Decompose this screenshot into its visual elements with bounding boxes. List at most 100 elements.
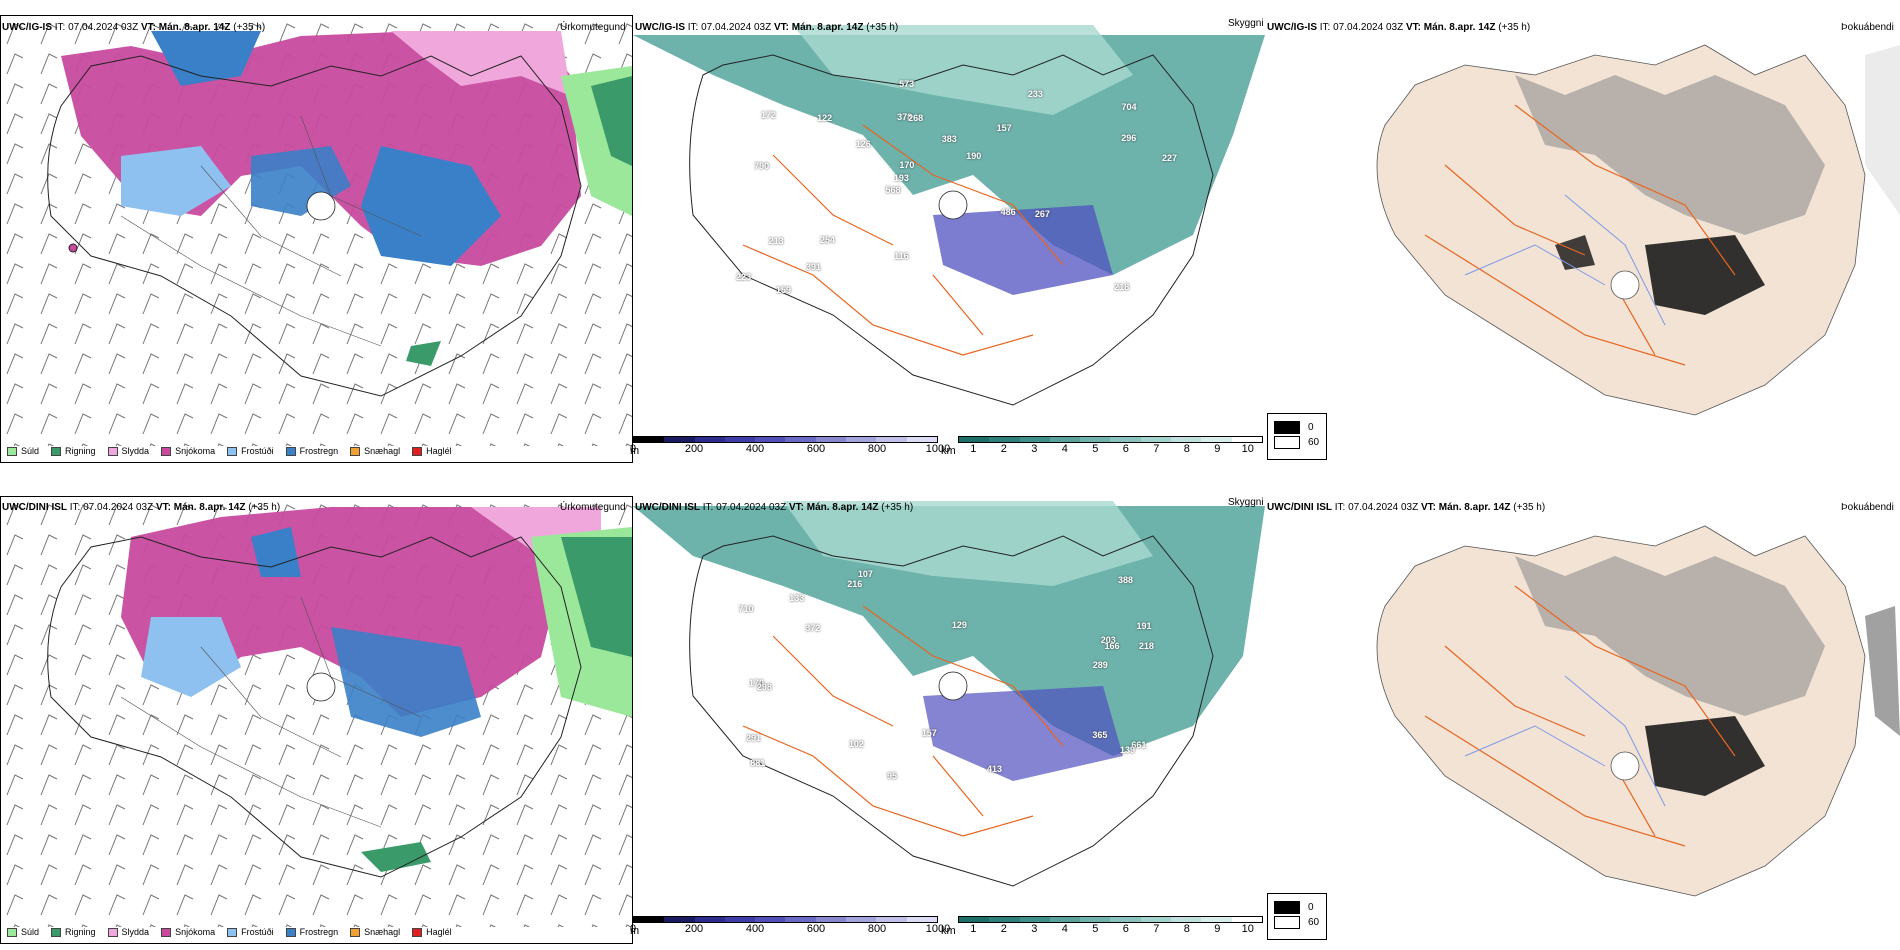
legend-label: Slydda	[121, 446, 150, 456]
legend-swatch	[285, 927, 296, 937]
precip-legend: Súld Rigning Slydda Snjókoma Frostúði Frostre…	[7, 927, 452, 937]
colorbar-tick: 200	[684, 443, 704, 455]
ceiling-value: 159	[775, 285, 791, 296]
panel-fog-dini	[1265, 496, 1900, 916]
legend-item: Frostúði	[227, 927, 274, 937]
colorbar-segment	[815, 437, 847, 442]
legend-item: Slydda	[107, 446, 150, 456]
legend-swatch	[161, 927, 172, 937]
ceiling-value: 413	[987, 764, 1003, 775]
ceiling-value: 568	[885, 185, 901, 196]
legend-item: Rigning	[51, 446, 96, 456]
ceiling-value: 216	[847, 579, 863, 590]
legend-item: Snjókoma	[161, 446, 215, 456]
ceiling-value: 133	[789, 592, 805, 603]
fog-map-igis	[1376, 44, 1900, 416]
ceiling-value: 289	[1092, 660, 1108, 671]
ceiling-value: 203	[1100, 635, 1116, 646]
colorbar-segment	[1049, 917, 1081, 922]
colorbar-tick: 1000	[925, 443, 951, 455]
ceiling-value: 291	[746, 733, 762, 744]
colorbar-tick: 3	[1031, 443, 1038, 455]
legend-swatch	[350, 927, 361, 937]
ceiling-value: 790	[754, 160, 770, 171]
colorbar-segment	[1110, 917, 1141, 922]
colorbar-segment	[846, 437, 877, 442]
legend-label: Snæhagl	[364, 927, 401, 937]
legend-swatch	[227, 927, 238, 937]
colorbar-segment	[846, 917, 877, 922]
legend-swatch	[7, 446, 17, 456]
legend-swatch	[51, 927, 62, 937]
ceiling-value: 102	[848, 738, 864, 749]
legend-swatch	[107, 446, 118, 456]
legend-item: Snæhagl	[350, 927, 400, 937]
colorbar-segment	[1140, 917, 1172, 922]
colorbar-segment	[876, 437, 907, 442]
colorbar-segment	[634, 437, 665, 442]
ceiling-value: 268	[908, 112, 924, 123]
legend-item: Frostregn	[285, 927, 339, 937]
legend-label: Snjókoma	[175, 927, 216, 937]
legend-label: Rigning	[65, 927, 96, 937]
ceiling-value: 157	[921, 727, 937, 738]
colorbar-tick: 6	[1122, 443, 1129, 455]
colorbar-tick: 800	[867, 923, 887, 935]
colorbar-tick: 800	[867, 443, 887, 455]
legend-label: Frostúði	[241, 446, 274, 456]
colorbar-segment	[906, 437, 937, 442]
cloud-legend-bottom: 0 60	[1267, 893, 1327, 940]
colorbar-segment	[876, 917, 907, 922]
ceiling-value: 267	[1034, 208, 1050, 219]
panel-title-1: Úrkomutegund	[560, 22, 626, 33]
colorbar-tick: 8	[1183, 443, 1190, 455]
colorbar-tick: 6	[1122, 923, 1129, 935]
ceiling-value: 126	[855, 139, 871, 149]
panel-title-6: Þokuábendi	[1841, 502, 1894, 513]
visibility-map-dini	[633, 501, 1265, 887]
panel-header-5: UWC/DINI ISL IT: 07.04.2024 03Z VT: Mán.…	[635, 502, 914, 513]
colorbar-segment	[1080, 917, 1111, 922]
ceiling-value: 139	[1119, 745, 1135, 756]
colorbar-segment	[664, 917, 695, 922]
colorbar-segment	[1019, 437, 1050, 442]
legend-item: Haglél	[412, 927, 452, 937]
colorbar-tick: 10	[1241, 443, 1254, 455]
panel-title-4: Úrkomutegund	[560, 502, 626, 513]
colorbar-segment	[1201, 917, 1232, 922]
colorbar-segment	[1231, 917, 1262, 922]
ceiling-value: 298	[756, 681, 772, 692]
legend-item: Rigning	[51, 927, 96, 937]
ceiling-value: 170	[748, 678, 764, 689]
colorbar-tick: 1	[970, 443, 977, 455]
legend-label: Frostregn	[299, 927, 339, 937]
colorbar-segment	[634, 917, 665, 922]
ceiling-value: 170	[899, 159, 915, 170]
colorbar-segment	[1140, 437, 1172, 442]
panel-header-6: UWC/DINI ISL IT: 07.04.2024 03Z VT: Mán.…	[1267, 502, 1546, 513]
panel-precip-type-dini: Súld Rigning Slydda Snjókoma Frostúði Frostre…	[0, 496, 633, 944]
ceiling-value: 372	[805, 623, 821, 634]
fog-map-dini	[1376, 525, 1900, 897]
colorbar-segment	[1110, 437, 1141, 442]
colorbar-segment	[1171, 917, 1202, 922]
colorbar-tick: 7	[1153, 443, 1160, 455]
colorbar-segment	[1019, 917, 1050, 922]
legend-label: Haglél	[426, 446, 452, 456]
colorbar-segment	[906, 917, 937, 922]
legend-swatch	[51, 446, 62, 456]
panel-visibility-dini: 365 191 661 129 881 107 203 102 388 372 218 710 289 9…	[633, 496, 1265, 944]
ceiling-value: 391	[806, 261, 822, 272]
ceiling-value: 704	[1121, 102, 1137, 112]
panel-title-2: Skyggni	[1228, 18, 1264, 29]
colorbar-segment	[694, 917, 725, 922]
colorbar-segment	[1049, 437, 1081, 442]
panel-header-4: UWC/DINI ISL IT: 07.04.2024 03Z VT: Mán.…	[2, 502, 281, 513]
legend-item: Snjókoma	[161, 927, 215, 937]
ceiling-value: 95	[887, 770, 898, 781]
colorbar-segment	[815, 917, 847, 922]
colorbar-tick: 200	[684, 923, 704, 935]
ceiling-value: 378	[897, 111, 913, 122]
panel-header-3: UWC/IG-IS IT: 07.04.2024 03Z VT: Mán. 8.…	[1267, 22, 1531, 33]
legend-label: Haglél	[426, 927, 452, 937]
